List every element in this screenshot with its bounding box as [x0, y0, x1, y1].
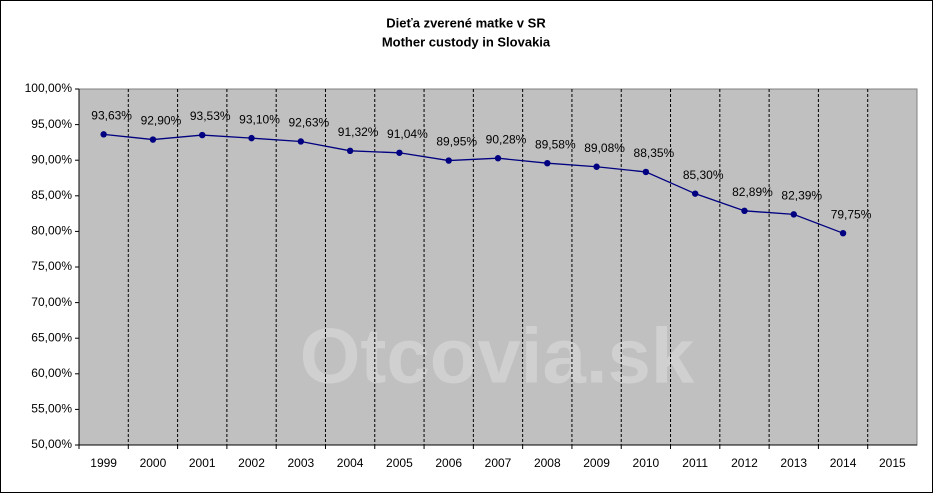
y-tick-label: 70,00%	[31, 295, 72, 309]
x-tick-label: 2007	[485, 456, 512, 470]
data-point	[346, 147, 354, 155]
x-tick-label: 2010	[633, 456, 660, 470]
x-tick-label: 2006	[435, 456, 462, 470]
data-point	[544, 159, 551, 167]
data-label: 93,10%	[239, 112, 280, 126]
data-point	[199, 131, 206, 139]
data-label: 92,90%	[141, 114, 182, 128]
data-label: 85,30%	[683, 168, 724, 182]
chart-subtitle: Mother custody in Slovakia	[382, 34, 551, 49]
x-tick-label: 2014	[830, 456, 857, 470]
data-point	[149, 136, 157, 143]
x-tick-label: 2015	[879, 456, 906, 470]
data-label: 82,39%	[781, 189, 822, 203]
series-line	[103, 133, 844, 234]
data-point	[691, 190, 699, 197]
data-label: 89,58%	[535, 137, 576, 151]
y-tick-label: 55,00%	[31, 402, 72, 416]
y-tick-label: 50,00%	[31, 437, 72, 451]
x-tick-label: 2011	[682, 456, 708, 470]
data-label: 91,32%	[338, 125, 379, 139]
y-tick-label: 100,00%	[25, 81, 73, 95]
y-tick-label: 65,00%	[31, 330, 72, 344]
x-tick-label: 2003	[287, 456, 314, 470]
data-point	[248, 134, 255, 142]
watermark: Otcovia.sk	[300, 312, 695, 400]
y-tick-label: 60,00%	[31, 366, 72, 380]
data-point	[593, 163, 600, 170]
data-point	[741, 207, 748, 215]
x-tick-label: 2005	[386, 456, 413, 470]
x-tick-label: 2009	[583, 456, 610, 470]
y-tick-label: 75,00%	[31, 259, 72, 273]
data-label: 79,75%	[831, 207, 872, 221]
data-point	[100, 131, 107, 138]
data-label: 90,28%	[486, 132, 527, 146]
x-tick-label: 2001	[189, 456, 216, 470]
data-label: 92,63%	[288, 116, 329, 130]
x-tick-label: 2013	[780, 456, 807, 470]
data-label: 93,63%	[91, 109, 132, 123]
data-point	[642, 168, 650, 176]
data-label: 89,95%	[436, 135, 477, 149]
data-point	[297, 138, 305, 145]
x-tick-label: 2008	[534, 456, 561, 470]
data-point	[494, 155, 502, 162]
y-tick-label: 80,00%	[31, 224, 72, 238]
data-point	[790, 211, 797, 218]
data-label: 93,53%	[190, 109, 231, 123]
y-tick-label: 95,00%	[31, 117, 72, 131]
data-label: 91,04%	[387, 127, 428, 141]
data-label: 88,35%	[634, 146, 675, 160]
data-point	[445, 157, 452, 164]
data-label: 82,89%	[732, 185, 773, 199]
x-tick-label: 2004	[337, 456, 364, 470]
x-tick-label: 2000	[140, 456, 167, 470]
x-tick-label: 1999	[90, 456, 117, 470]
plot-area	[78, 88, 918, 446]
x-tick-label: 2002	[238, 456, 265, 470]
data-label: 89,08%	[584, 141, 625, 155]
data-point	[396, 149, 403, 156]
x-tick-label: 2012	[731, 456, 758, 470]
data-point	[839, 229, 847, 237]
y-tick-label: 85,00%	[31, 188, 72, 202]
y-tick-label: 90,00%	[31, 152, 72, 166]
chart-title: Dieťa zverené matke v SR	[386, 15, 546, 30]
